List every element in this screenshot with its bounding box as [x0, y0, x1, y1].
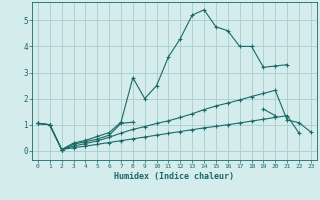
X-axis label: Humidex (Indice chaleur): Humidex (Indice chaleur): [115, 172, 234, 181]
